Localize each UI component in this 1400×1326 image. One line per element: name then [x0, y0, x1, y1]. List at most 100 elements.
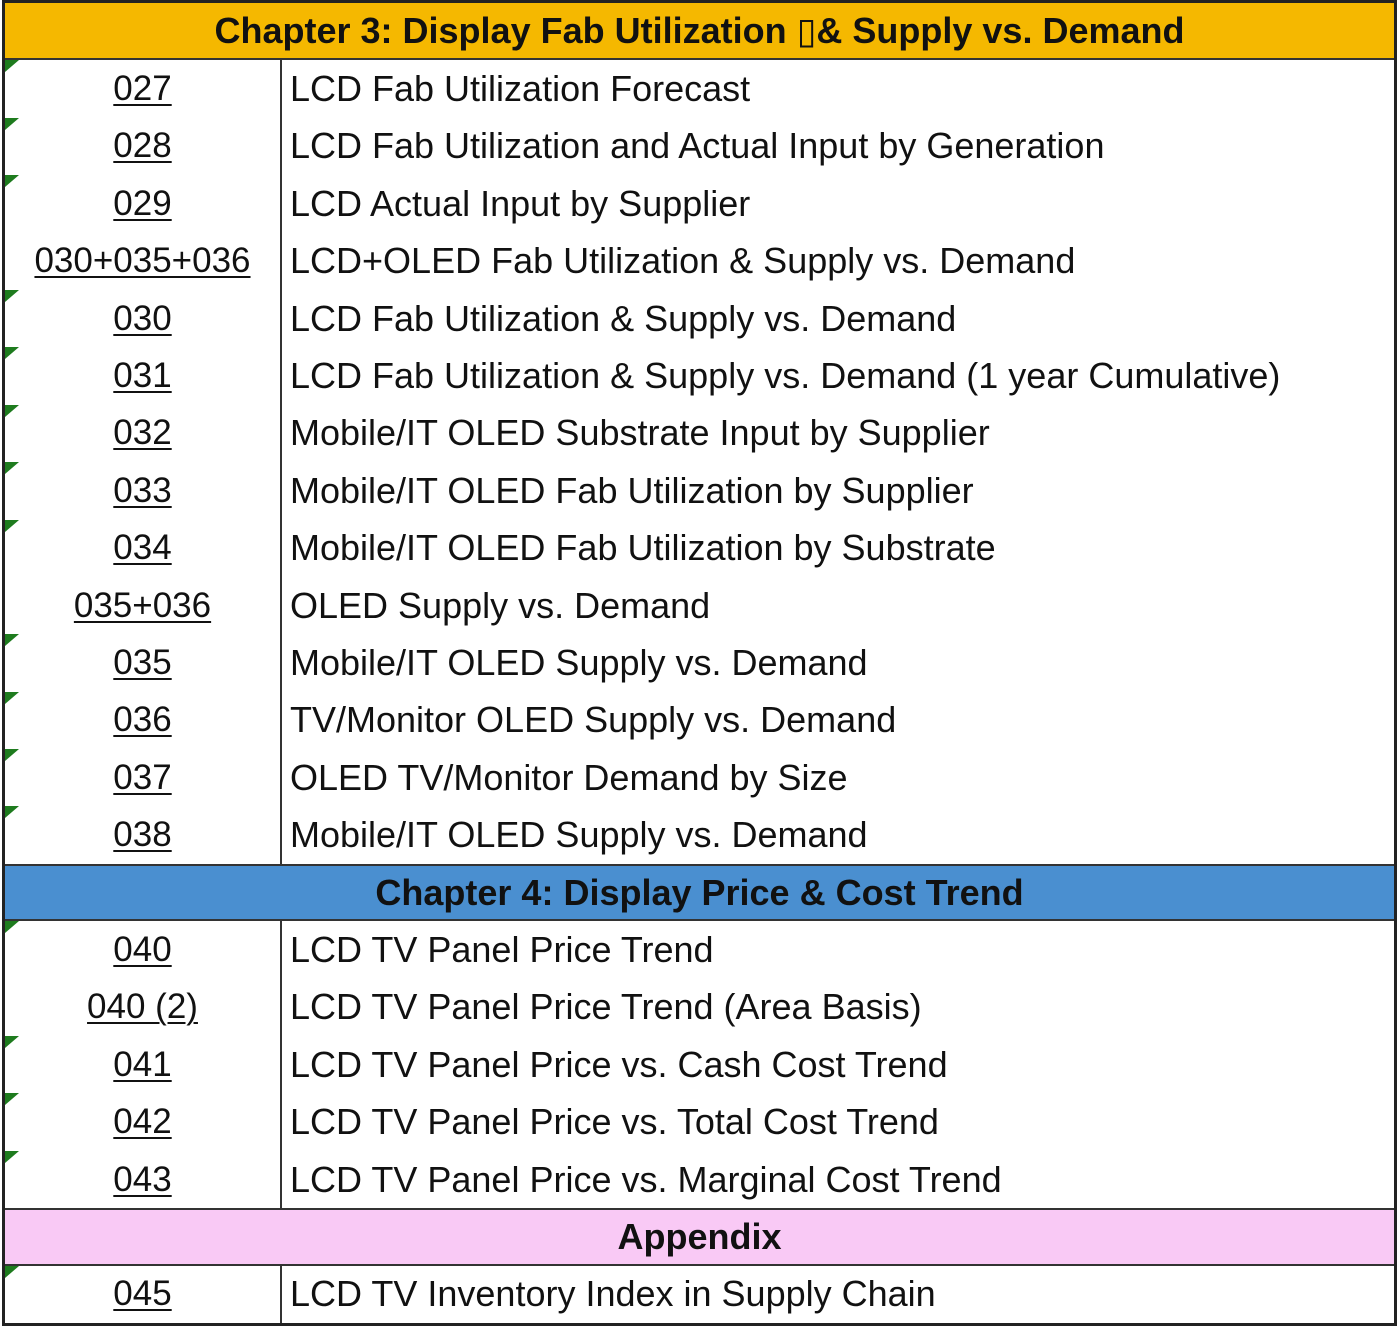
- page-number-link[interactable]: 043: [113, 1159, 172, 1199]
- page-number-cell: 040 (2): [5, 978, 282, 1037]
- comment-indicator-icon: [5, 462, 19, 475]
- table-row: 033 Mobile/IT OLED Fab Utilization by Sup…: [5, 462, 1394, 520]
- chapter4-header: Chapter 4: Display Price & Cost Trend: [5, 863, 1394, 922]
- page-number-cell: 033: [5, 462, 282, 520]
- comment-indicator-icon: [5, 117, 19, 130]
- page-number-link[interactable]: 037: [113, 757, 172, 797]
- section-title: LCD+OLED Fab Utilization & Supply vs. De…: [290, 240, 1076, 282]
- page-number-link[interactable]: 029: [113, 183, 172, 223]
- comment-indicator-icon: [5, 1036, 19, 1049]
- page-number-cell: 038: [5, 806, 282, 864]
- page-number-cell: 027: [5, 60, 282, 118]
- page-number-link[interactable]: 041: [113, 1044, 172, 1084]
- comment-indicator-icon: [5, 175, 19, 188]
- page-number-link[interactable]: 038: [113, 815, 172, 855]
- comment-indicator-icon: [5, 1150, 19, 1163]
- table-row: 029 LCD Actual Input by Supplier: [5, 175, 1394, 233]
- comment-indicator-icon: [5, 806, 19, 819]
- page-number-link[interactable]: 045: [113, 1274, 172, 1314]
- section-title: LCD TV Panel Price Trend (Area Basis): [290, 986, 922, 1028]
- comment-indicator-icon: [5, 634, 19, 647]
- table-row: 040 LCD TV Panel Price Trend: [5, 921, 1394, 979]
- comment-indicator-icon: [5, 404, 19, 417]
- page-number-cell: 042: [5, 1093, 282, 1151]
- page-number-cell: 043: [5, 1150, 282, 1209]
- table-row: 040 (2) LCD TV Panel Price Trend (Area Ba…: [5, 978, 1394, 1037]
- page-number-cell: 035: [5, 634, 282, 692]
- page-number-cell: 030: [5, 289, 282, 348]
- page-number-cell: 032: [5, 404, 282, 463]
- page-number-link[interactable]: 040: [113, 929, 172, 969]
- table-row: 035 Mobile/IT OLED Supply vs. Demand: [5, 634, 1394, 692]
- page-number-link[interactable]: 035+036: [73, 585, 212, 625]
- table-row: 034 Mobile/IT OLED Fab Utilization by Sub…: [5, 519, 1394, 577]
- page-number-cell: 041: [5, 1036, 282, 1094]
- page-number-link[interactable]: 027: [113, 69, 172, 109]
- section-title: OLED TV/Monitor Demand by Size: [290, 756, 848, 798]
- table-row: 037 OLED TV/Monitor Demand by Size: [5, 749, 1394, 807]
- table-row: 030+035+036 LCD+OLED Fab Utilization & Su…: [5, 232, 1394, 290]
- comment-indicator-icon: [5, 347, 19, 360]
- page-number-link[interactable]: 033: [113, 470, 172, 510]
- table-row: 030 LCD Fab Utilization & Supply vs. Dema…: [5, 289, 1394, 348]
- comment-indicator-icon: [5, 289, 19, 302]
- page-number-link[interactable]: 031: [113, 356, 172, 396]
- chapter3-header: Chapter 3: Display Fab Utilization ▯& Su…: [5, 3, 1394, 61]
- section-title: Mobile/IT OLED Supply vs. Demand: [290, 641, 868, 683]
- section-title: LCD Fab Utilization & Supply vs. Demand …: [290, 355, 1281, 397]
- section-title: TV/Monitor OLED Supply vs. Demand: [290, 699, 897, 741]
- page-number-cell: 030+035+036: [5, 232, 282, 290]
- comment-indicator-icon: [5, 691, 19, 704]
- section-title: LCD TV Panel Price vs. Cash Cost Trend: [290, 1043, 948, 1085]
- page-number-link[interactable]: 030+035+036: [34, 241, 251, 281]
- comment-indicator-icon: [5, 60, 19, 73]
- comment-indicator-icon: [5, 1093, 19, 1106]
- comment-indicator-icon: [5, 1265, 19, 1278]
- section-title: LCD Fab Utilization & Supply vs. Demand: [290, 297, 957, 339]
- section-title: Mobile/IT OLED Fab Utilization by Suppli…: [290, 469, 974, 511]
- table-row: 028 LCD Fab Utilization and Actual Input …: [5, 117, 1394, 176]
- section-title: LCD TV Panel Price vs. Total Cost Trend: [290, 1101, 939, 1143]
- page-number-link[interactable]: 042: [113, 1102, 172, 1142]
- section-title: LCD Fab Utilization and Actual Input by …: [290, 125, 1105, 167]
- page-number-cell: 034: [5, 519, 282, 577]
- page-number-link[interactable]: 032: [113, 413, 172, 453]
- section-title: LCD TV Panel Price vs. Marginal Cost Tre…: [290, 1158, 1002, 1200]
- table-row: 036 TV/Monitor OLED Supply vs. Demand: [5, 691, 1394, 750]
- table-row: 032 Mobile/IT OLED Substrate Input by Sup…: [5, 404, 1394, 463]
- page-number-link[interactable]: 036: [113, 700, 172, 740]
- section-title: LCD Fab Utilization Forecast: [290, 68, 751, 110]
- table-row: 035+036 OLED Supply vs. Demand: [5, 576, 1394, 635]
- table-row: 042 LCD TV Panel Price vs. Total Cost Tre…: [5, 1093, 1394, 1151]
- page-number-cell: 029: [5, 175, 282, 233]
- table-row: 038 Mobile/IT OLED Supply vs. Demand: [5, 806, 1394, 864]
- comment-indicator-icon: [5, 749, 19, 762]
- section-title: LCD TV Panel Price Trend: [290, 928, 714, 970]
- page-number-link[interactable]: 034: [113, 528, 172, 568]
- section-title: Mobile/IT OLED Substrate Input by Suppli…: [290, 412, 990, 454]
- page-number-cell: 028: [5, 117, 282, 176]
- section-title: OLED Supply vs. Demand: [290, 584, 711, 626]
- page-number-cell: 031: [5, 347, 282, 405]
- page-number-cell: 035+036: [5, 576, 282, 635]
- table-row: 027 LCD Fab Utilization Forecast: [5, 60, 1394, 118]
- table-row: 043 LCD TV Panel Price vs. Marginal Cost …: [5, 1150, 1394, 1209]
- page-number-cell: 040: [5, 921, 282, 979]
- page-number-cell: 045: [5, 1265, 282, 1323]
- page-number-cell: 037: [5, 749, 282, 807]
- page-number-link[interactable]: 040 (2): [87, 987, 198, 1027]
- comment-indicator-icon: [5, 519, 19, 532]
- page-number-link[interactable]: 028: [113, 126, 172, 166]
- table-row: 045 LCD TV Inventory Index in Supply Chai…: [5, 1265, 1394, 1323]
- appendix-header: Appendix: [5, 1208, 1394, 1266]
- table-row: 041 LCD TV Panel Price vs. Cash Cost Tren…: [5, 1036, 1394, 1094]
- table-row: 031 LCD Fab Utilization & Supply vs. Dema…: [5, 347, 1394, 405]
- section-title: Mobile/IT OLED Supply vs. Demand: [290, 814, 868, 856]
- section-title: LCD TV Inventory Index in Supply Chain: [290, 1273, 936, 1315]
- section-title: Mobile/IT OLED Fab Utilization by Substr…: [290, 527, 996, 569]
- section-title: LCD Actual Input by Supplier: [290, 182, 751, 224]
- page-number-link[interactable]: 035: [113, 642, 172, 682]
- page-number-cell: 036: [5, 691, 282, 750]
- page-number-link[interactable]: 030: [113, 298, 172, 338]
